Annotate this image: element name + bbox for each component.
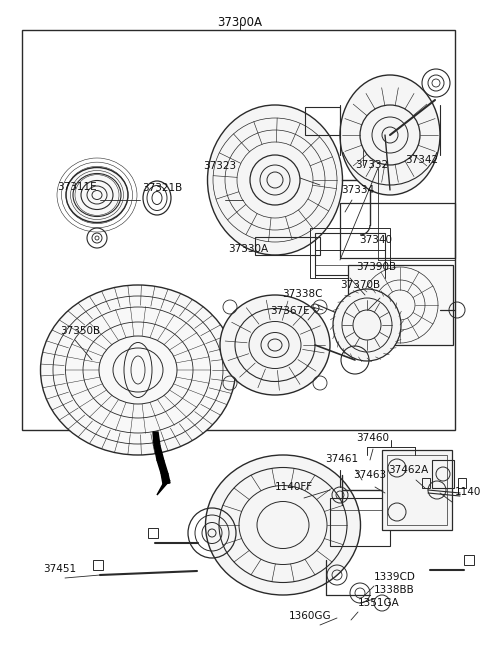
Text: 37334: 37334 <box>341 185 374 195</box>
Text: 37367E: 37367E <box>270 306 310 316</box>
Text: 37330A: 37330A <box>228 244 268 254</box>
Ellipse shape <box>345 125 385 171</box>
Bar <box>22 30 455 430</box>
Text: 37390B: 37390B <box>356 262 396 272</box>
Ellipse shape <box>207 105 343 255</box>
Text: 1339CD: 1339CD <box>374 572 416 582</box>
Bar <box>348 265 453 345</box>
Text: 37463: 37463 <box>353 470 386 480</box>
Bar <box>382 450 452 530</box>
Ellipse shape <box>40 285 236 455</box>
Ellipse shape <box>220 295 330 395</box>
Polygon shape <box>157 480 170 495</box>
Ellipse shape <box>66 167 128 222</box>
Text: 37321B: 37321B <box>142 183 182 193</box>
Polygon shape <box>157 460 168 474</box>
Text: 37311E: 37311E <box>57 182 96 192</box>
Bar <box>330 498 390 546</box>
Bar <box>310 228 390 278</box>
Text: 1140FF: 1140FF <box>275 482 313 492</box>
Polygon shape <box>153 432 160 446</box>
Text: 37340: 37340 <box>360 235 393 245</box>
Bar <box>315 233 385 275</box>
Polygon shape <box>161 473 170 484</box>
Bar <box>464 555 474 565</box>
Text: 37370B: 37370B <box>340 280 380 290</box>
Bar <box>255 237 320 255</box>
Bar <box>305 107 340 135</box>
Text: 1338BB: 1338BB <box>374 585 415 595</box>
Bar <box>220 295 330 395</box>
Bar <box>387 455 447 525</box>
Bar <box>432 460 454 488</box>
Ellipse shape <box>205 455 360 595</box>
Polygon shape <box>154 445 164 461</box>
Text: 37338C: 37338C <box>282 289 323 299</box>
Text: 1351GA: 1351GA <box>358 598 400 608</box>
Text: 37342: 37342 <box>405 155 438 165</box>
Text: 1140FM: 1140FM <box>455 487 480 497</box>
Text: 37451: 37451 <box>43 564 77 574</box>
Bar <box>340 203 455 258</box>
Text: 37350B: 37350B <box>60 326 100 336</box>
Text: 37462A: 37462A <box>388 465 428 475</box>
Text: 37332: 37332 <box>355 160 388 170</box>
Text: 37300A: 37300A <box>217 16 263 29</box>
Text: 37461: 37461 <box>325 454 359 464</box>
Text: 1360GG: 1360GG <box>288 611 331 621</box>
Ellipse shape <box>340 75 440 195</box>
Bar <box>458 478 466 488</box>
Bar <box>422 478 430 488</box>
Text: 37323: 37323 <box>203 161 236 171</box>
Bar <box>93 560 103 570</box>
Text: 37460: 37460 <box>357 433 389 443</box>
Ellipse shape <box>333 289 401 361</box>
Bar <box>148 528 158 538</box>
